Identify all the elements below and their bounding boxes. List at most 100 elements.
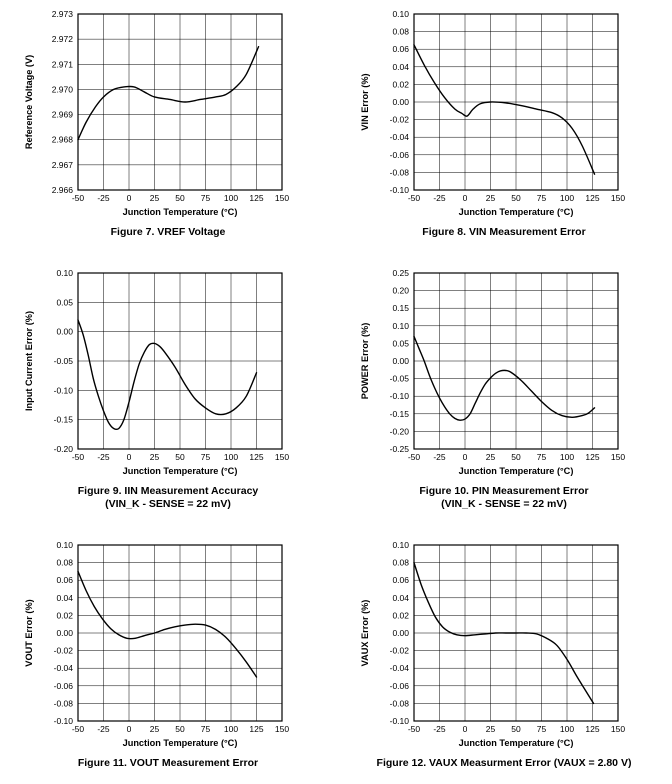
x-axis-label: Junction Temperature (°C) — [123, 207, 238, 217]
y-axis-label: VOUT Error (%) — [24, 599, 34, 666]
x-tick-label: -25 — [97, 452, 110, 462]
data-curve — [77, 570, 258, 678]
chart-svg: -50 -25 0 25 50 75 100 125 150 2.966 2.967 2.968 2.9… — [24, 9, 289, 217]
y-tick-label: -0.06 — [390, 150, 410, 160]
x-tick-label: 25 — [486, 193, 496, 203]
y-tick-label: 0.02 — [392, 610, 409, 620]
y-tick-label: 2.967 — [52, 160, 74, 170]
y-tick-label: -0.05 — [54, 356, 74, 366]
y-tick-label: 0.10 — [392, 321, 409, 331]
x-tick-label: 150 — [611, 193, 625, 203]
figure-11-caption: Figure 11. VOUT Measurement Error — [78, 757, 258, 770]
y-tick-label: -0.08 — [390, 167, 410, 177]
figure-9-caption: Figure 9. IIN Measurement Accuracy (VIN_… — [78, 485, 259, 511]
x-tick-label: 100 — [560, 193, 574, 203]
y-tick-label: 0.10 — [56, 268, 73, 278]
caption-line: Figure 12. VAUX Measurment Error (VAUX =… — [376, 757, 632, 770]
x-tick-label: 150 — [275, 193, 289, 203]
x-tick-label: 25 — [150, 193, 160, 203]
chart-svg: -50 -25 0 25 50 75 100 125 150 -0.25 -0.20 -0.15 -0.… — [360, 268, 625, 476]
x-axis-label: Junction Temperature (°C) — [459, 207, 574, 217]
y-tick-label: -0.15 — [54, 415, 74, 425]
y-tick-label: -0.25 — [390, 444, 410, 454]
y-tick-label: 2.970 — [52, 84, 74, 94]
x-axis-label: Junction Temperature (°C) — [123, 466, 238, 476]
x-tick-label: 0 — [127, 724, 132, 734]
figure-7-vref-voltage: -50 -25 0 25 50 75 100 125 150 2.966 2.967 2.968 2.9… — [18, 4, 318, 253]
x-tick-label: 100 — [224, 724, 238, 734]
y-tick-label: 0.25 — [392, 268, 409, 278]
y-tick-label: 0.15 — [392, 303, 409, 313]
y-tick-label: 2.972 — [52, 34, 74, 44]
figure-12-vaux-error: -50 -25 0 25 50 75 100 125 150 -0.10 -0.08 -0.06 -0.… — [354, 535, 654, 784]
chart-svg: -50 -25 0 25 50 75 100 125 150 -0.10 -0.08 -0.06 -0.… — [24, 540, 289, 748]
x-tick-label: 0 — [463, 193, 468, 203]
figure-12-caption: Figure 12. VAUX Measurment Error (VAUX =… — [377, 757, 632, 770]
x-tick-label: 100 — [560, 724, 574, 734]
caption-line: Figure 7. VREF Voltage — [110, 226, 226, 238]
x-tick-label: 125 — [249, 193, 263, 203]
y-tick-label: -0.10 — [54, 385, 74, 395]
y-axis-label: Reference Voltage (V) — [24, 55, 34, 149]
figure-8-vin-error: -50 -25 0 25 50 75 100 125 150 -0.10 -0.08 -0.06 -0.… — [354, 4, 654, 253]
y-tick-label: -0.05 — [390, 374, 410, 384]
x-tick-label: 0 — [463, 724, 468, 734]
x-tick-label: 100 — [224, 452, 238, 462]
caption-line: Figure 9. IIN Measurement Accuracy — [77, 484, 259, 497]
x-axis-label: Junction Temperature (°C) — [459, 738, 574, 748]
y-tick-label: 0.04 — [56, 593, 73, 603]
y-tick-label: 0.05 — [392, 338, 409, 348]
caption-line: (VIN_K - SENSE = 22 mV) — [105, 498, 231, 511]
data-curve — [413, 561, 595, 705]
data-curve — [413, 335, 596, 421]
plot-border — [413, 544, 619, 722]
y-tick-label: -0.04 — [54, 663, 74, 673]
plot-border — [413, 13, 619, 191]
figure-7-caption: Figure 7. VREF Voltage — [111, 226, 226, 239]
y-tick-label: 0.10 — [392, 9, 409, 19]
x-tick-label: 125 — [585, 193, 599, 203]
x-tick-label: 75 — [537, 193, 547, 203]
y-tick-label: -0.15 — [390, 409, 410, 419]
figure-9-chart: -50 -25 0 25 50 75 100 125 150 -0.20 -0.15 -0.10 -0.… — [18, 263, 318, 483]
y-tick-label: -0.10 — [390, 391, 410, 401]
x-tick-label: 25 — [486, 724, 496, 734]
y-tick-label: -0.10 — [390, 185, 410, 195]
x-tick-label: 50 — [511, 452, 521, 462]
x-tick-label: 150 — [275, 724, 289, 734]
x-axis-label: Junction Temperature (°C) — [459, 466, 574, 476]
y-tick-label: -0.10 — [390, 716, 410, 726]
y-tick-label: 0.02 — [392, 79, 409, 89]
y-tick-label: 0.10 — [392, 540, 409, 550]
y-tick-label: 0.10 — [56, 540, 73, 550]
figure-7-chart: -50 -25 0 25 50 75 100 125 150 2.966 2.967 2.968 2.9… — [18, 4, 318, 224]
y-tick-label: 0.20 — [392, 286, 409, 296]
plot-border — [77, 13, 283, 191]
y-tick-label: -0.02 — [390, 646, 410, 656]
x-tick-label: 50 — [511, 193, 521, 203]
x-tick-label: 75 — [537, 452, 547, 462]
x-tick-label: -25 — [433, 193, 446, 203]
x-tick-label: 75 — [201, 193, 211, 203]
figure-8-caption: Figure 8. VIN Measurement Error — [422, 226, 585, 239]
y-tick-label: -0.04 — [390, 663, 410, 673]
y-tick-label: 2.969 — [52, 110, 74, 120]
y-tick-label: 0.06 — [392, 44, 409, 54]
x-tick-label: 75 — [201, 724, 211, 734]
y-tick-label: 2.973 — [52, 9, 74, 19]
x-tick-label: -50 — [72, 452, 85, 462]
x-tick-label: 125 — [585, 452, 599, 462]
y-tick-label: -0.02 — [390, 115, 410, 125]
data-curve — [413, 44, 596, 175]
y-tick-label: 2.971 — [52, 59, 74, 69]
y-tick-label: 0.00 — [392, 628, 409, 638]
y-tick-label: -0.08 — [390, 698, 410, 708]
x-tick-label: 50 — [511, 724, 521, 734]
figure-9-iin-accuracy: -50 -25 0 25 50 75 100 125 150 -0.20 -0.15 -0.10 -0.… — [18, 263, 318, 525]
figure-12-chart: -50 -25 0 25 50 75 100 125 150 -0.10 -0.08 -0.06 -0.… — [354, 535, 654, 755]
x-tick-label: -50 — [408, 452, 421, 462]
x-tick-label: 75 — [537, 724, 547, 734]
figure-11-vout-error: -50 -25 0 25 50 75 100 125 150 -0.10 -0.08 -0.06 -0.… — [18, 535, 318, 784]
x-tick-label: 0 — [127, 193, 132, 203]
